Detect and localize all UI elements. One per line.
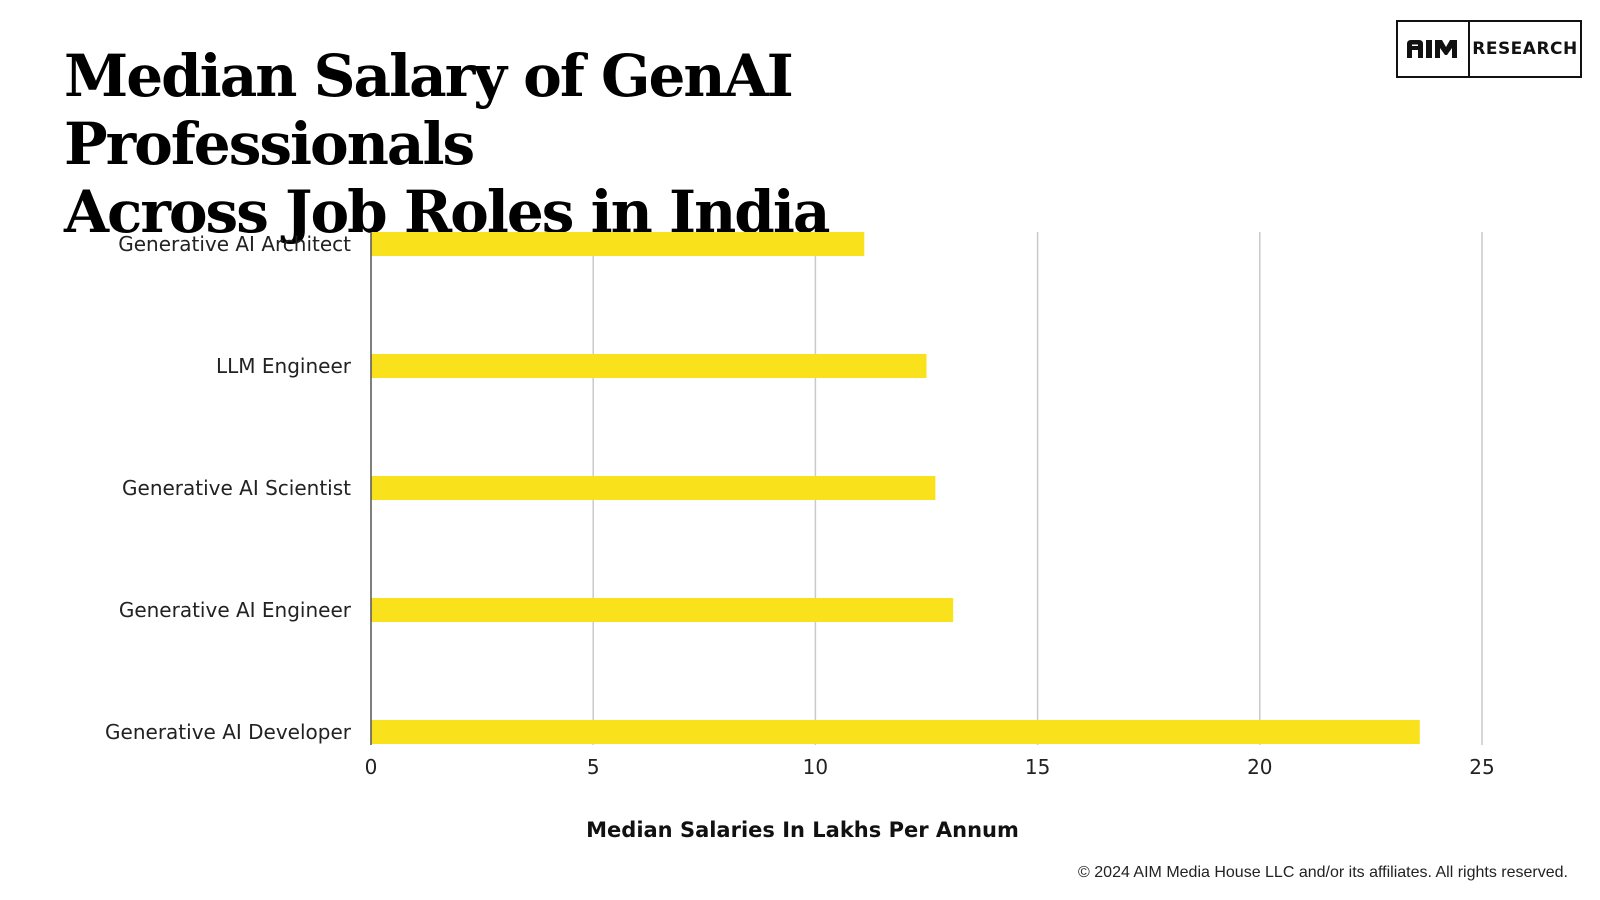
category-label-generative-ai-architect: Generative AI Architect [118, 232, 351, 256]
title-line-1: Median Salary of GenAI Professionals [64, 42, 794, 178]
tick-labels: 0 5 10 15 20 25 [365, 755, 1495, 779]
x-tick-label-10: 10 [803, 755, 828, 779]
bar-llm-engineer [371, 354, 927, 378]
x-tick-label-20: 20 [1247, 755, 1272, 779]
category-labels: Generative AI Architect LLM Engineer Gener… [105, 232, 352, 744]
logo-text: RESEARCH [1472, 39, 1578, 59]
copyright-notice: © 2024 AIM Media House LLC and/or its af… [1078, 864, 1568, 881]
bar-generative-ai-developer [371, 720, 1420, 744]
x-tick-label-25: 25 [1469, 755, 1494, 779]
bar-generative-ai-architect [371, 232, 865, 256]
x-tick-label-15: 15 [1025, 755, 1050, 779]
category-label-llm-engineer: LLM Engineer [216, 354, 352, 378]
aim-logo-mark-icon [1398, 22, 1470, 76]
category-label-generative-ai-engineer: Generative AI Engineer [119, 598, 352, 622]
category-label-generative-ai-scientist: Generative AI Scientist [122, 476, 351, 500]
aim-research-logo: RESEARCH [1396, 20, 1582, 78]
category-label-generative-ai-developer: Generative AI Developer [105, 720, 352, 744]
bar-generative-ai-scientist [371, 476, 936, 500]
x-axis-title: Median Salaries In Lakhs Per Annum [586, 818, 1019, 842]
x-tick-label-0: 0 [365, 755, 378, 779]
bar-generative-ai-engineer [371, 598, 954, 622]
bars [371, 232, 1420, 744]
x-tick-label-5: 5 [587, 755, 600, 779]
